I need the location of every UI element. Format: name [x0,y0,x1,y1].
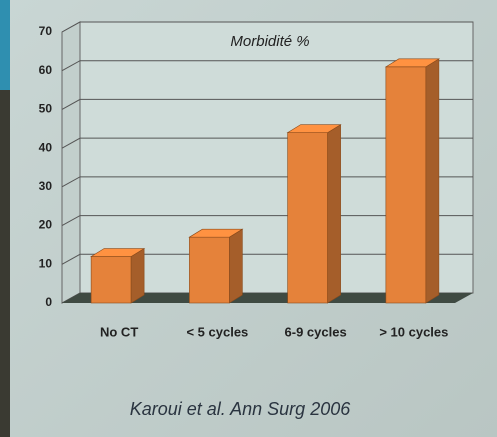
bar-front [287,132,328,304]
bar-front [90,256,132,304]
plot-area: 0 10 20 30 40 50 60 70 No CT < 5 cycles 6-9 cycles… [39,21,474,339]
bar-side [229,228,243,304]
grid-line [61,98,473,110]
y-tick-label: 50 [39,102,53,116]
x-tick-label: 6-9 cycles [285,324,347,339]
bar-front [189,236,230,304]
grid-line [61,21,473,33]
y-tick-label: 10 [39,256,53,270]
x-tick-label: > 10 cycles [379,324,448,339]
floor [62,293,473,303]
x-tick-label: < 5 cycles [186,324,248,339]
bar [286,124,342,304]
y-tick-label: 70 [39,24,53,38]
x-tick-label: No CT [100,324,138,339]
y-tick-label: 0 [45,295,52,309]
bar-side [327,124,341,304]
bar-top [286,124,342,133]
side-wall [61,21,81,304]
y-tick-label: 40 [39,140,53,154]
grid-line [61,215,473,227]
bar [90,248,146,304]
caption: Karoui et al. Ann Surg 2006 [130,399,351,419]
bar-side [425,58,440,304]
grid-line [61,253,473,265]
chart-title: Morbidité % [230,33,309,50]
photo-edge-top [0,0,10,90]
bar-top [384,58,440,68]
grid-line [61,137,473,149]
bar-front [385,66,427,304]
y-tick-label: 30 [39,179,53,193]
y-tick-label: 60 [39,63,53,77]
grid-line [61,176,473,188]
bar-side [130,248,145,304]
photo-edge [0,0,10,437]
bar-top [188,228,244,238]
grid-line [61,60,473,72]
bar-top [90,248,146,257]
y-tick-label: 20 [39,218,53,232]
bar [188,228,244,304]
bar [384,58,440,304]
